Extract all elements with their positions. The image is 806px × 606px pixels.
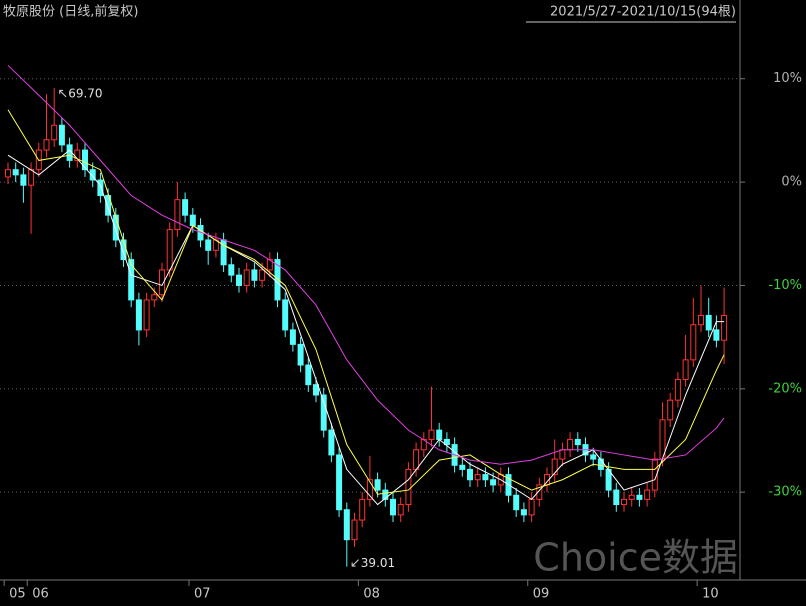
candle-body <box>520 509 527 516</box>
candle-body <box>89 169 96 181</box>
candle-body <box>174 199 181 231</box>
candle-body <box>97 179 104 197</box>
moving-average <box>7 64 725 465</box>
moving-average <box>7 149 725 506</box>
candle-body <box>674 378 681 401</box>
candle-body <box>390 498 396 516</box>
candle-body <box>282 299 289 331</box>
candle-body <box>5 169 11 178</box>
candle-body <box>105 195 112 216</box>
y-tick-label: 10% <box>773 71 802 86</box>
candle-body <box>528 498 535 516</box>
candle-body <box>243 269 250 286</box>
x-tick-label: 07 <box>194 587 211 602</box>
moving-average <box>7 109 725 495</box>
candle-body <box>551 458 558 476</box>
candle-body <box>320 394 327 431</box>
candle-body <box>366 479 373 500</box>
candle-body <box>297 343 304 366</box>
candle-body <box>51 124 58 141</box>
candle-body <box>559 449 566 460</box>
candle-body <box>182 199 189 216</box>
candle-body <box>151 294 158 301</box>
candle-body <box>482 474 489 481</box>
candle-body <box>698 314 704 326</box>
candle-body <box>636 494 643 500</box>
candle-body <box>289 329 296 345</box>
candle-body <box>128 259 135 301</box>
candle-body <box>536 484 543 500</box>
candle-body <box>336 454 343 511</box>
candle-body <box>20 174 27 186</box>
candle-body <box>443 438 450 446</box>
annotation: 39.01 <box>361 556 395 570</box>
x-tick-label: 09 <box>533 587 550 602</box>
date-range[interactable]: 2021/5/27-2021/10/15(94根) <box>550 5 736 20</box>
candle-body <box>513 494 520 511</box>
chart-title: 牧原股份 (日线,前复权) <box>3 4 138 20</box>
candle-body <box>690 324 697 361</box>
candle-body <box>705 314 712 331</box>
y-tick-label: -10% <box>768 278 802 293</box>
candle-body <box>189 214 196 227</box>
annotation-arrow: ↙ <box>350 556 361 571</box>
candle-body <box>474 474 481 481</box>
watermark: Choice数据 <box>533 536 738 580</box>
candle-body <box>459 464 466 470</box>
candle-body <box>436 429 443 440</box>
candle-body <box>305 364 312 386</box>
candle-body <box>236 274 242 286</box>
candle-body <box>651 458 658 491</box>
candle-body <box>667 399 674 421</box>
candle-body <box>490 479 497 486</box>
candle-body <box>682 359 689 380</box>
candle-body <box>359 498 366 521</box>
candle-body <box>590 454 597 460</box>
annotation-arrow: ↖ <box>57 87 68 102</box>
y-tick-label: -20% <box>768 381 802 396</box>
y-tick-label: -30% <box>768 485 802 500</box>
candle-body <box>28 169 35 186</box>
candle-body <box>251 269 258 281</box>
candle-body <box>428 429 435 440</box>
y-tick-label: 0% <box>781 175 802 190</box>
candle-body <box>159 269 165 296</box>
candle-body <box>628 494 635 500</box>
candle-body <box>374 479 381 491</box>
candle-body <box>351 519 358 541</box>
candle-body <box>328 429 335 456</box>
candle-body <box>644 489 651 500</box>
candle-body <box>166 229 173 271</box>
x-tick-label: 10 <box>702 587 719 602</box>
annotation: 69.70 <box>68 87 102 101</box>
candle-body <box>228 264 235 276</box>
candle-body <box>259 269 266 281</box>
candle-body <box>74 149 81 161</box>
candle-body <box>621 498 627 506</box>
candle-body <box>343 509 350 541</box>
candle-body <box>313 384 319 396</box>
x-tick-label: 05 <box>9 587 26 602</box>
candle-body <box>135 299 142 331</box>
candle-body <box>467 468 473 481</box>
candle-body <box>112 214 119 241</box>
candle-body <box>12 169 19 176</box>
candle-body <box>143 299 150 331</box>
candle-body <box>567 438 574 451</box>
candle-body <box>413 449 420 470</box>
candle-body <box>574 438 581 446</box>
x-tick-label: 08 <box>363 587 380 602</box>
candle-body <box>405 468 412 506</box>
candle-body <box>713 329 720 341</box>
candle-body <box>43 139 50 151</box>
candle-body <box>613 489 620 506</box>
candle-body <box>58 124 65 146</box>
candle-body <box>721 314 728 341</box>
candle-body <box>382 489 389 500</box>
candle-body <box>82 149 88 171</box>
x-tick-label: 06 <box>32 587 49 602</box>
candle-body <box>397 504 404 516</box>
candle-body <box>205 239 212 251</box>
